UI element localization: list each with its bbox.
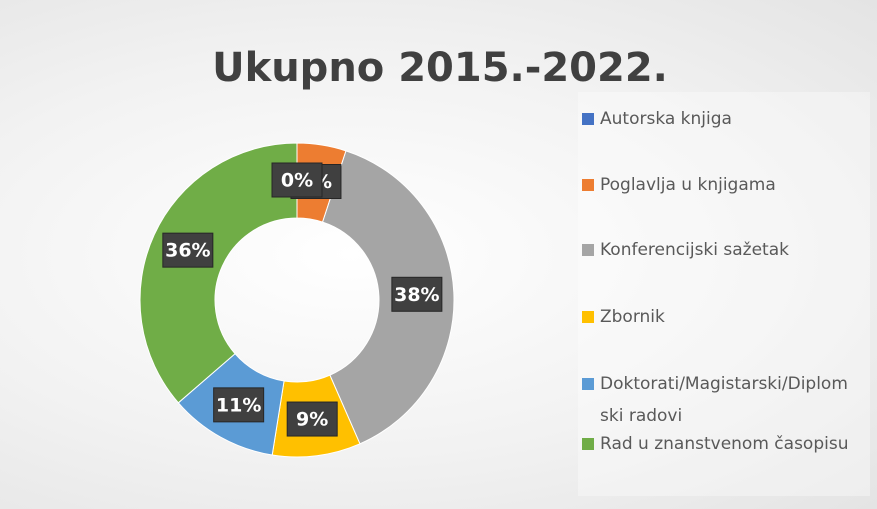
data-label-box	[391, 276, 443, 312]
legend-label: Zbornik	[600, 307, 665, 327]
legend-label: Doktorati/Magistarski/Diplomski radovi	[600, 374, 848, 426]
chart-title: Ukupno 2015.-2022.	[212, 45, 668, 91]
data-label-box	[213, 387, 265, 423]
legend	[578, 92, 870, 496]
legend-swatch	[582, 311, 594, 323]
legend-swatch	[582, 244, 594, 256]
legend-swatch	[582, 113, 594, 125]
donut-segment	[321, 150, 455, 445]
legend-label: Autorska knjiga	[600, 109, 732, 129]
donut-segment	[139, 142, 298, 404]
legend-label: Poglavlja u knjigama	[600, 175, 776, 195]
legend-label: Rad u znanstvenom časopisu	[600, 434, 849, 454]
data-label: 11%	[216, 394, 261, 416]
data-label-box	[162, 232, 214, 268]
data-label-box	[271, 162, 323, 198]
data-label: 0%	[281, 170, 313, 192]
data-label: 36%	[165, 240, 210, 262]
legend-swatch	[582, 438, 594, 450]
data-label-box	[286, 401, 338, 437]
legend-label: Konferencijski sažetak	[600, 240, 789, 260]
legend-swatch	[582, 179, 594, 191]
legend-swatch	[582, 378, 594, 390]
data-label: 9%	[296, 409, 328, 431]
data-label: 38%	[394, 284, 439, 306]
